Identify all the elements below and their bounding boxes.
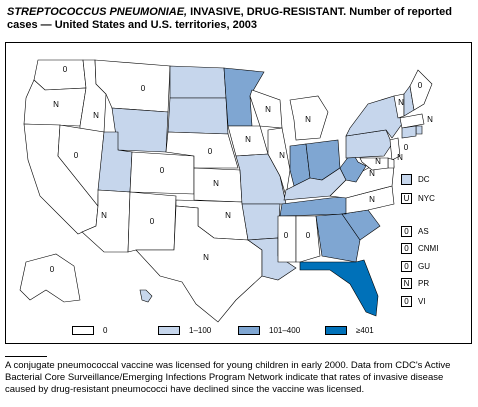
as-box: 0 — [401, 226, 412, 237]
state-value-az: N — [101, 211, 107, 220]
state-wy — [111, 107, 169, 153]
state-value-tx: N — [203, 253, 209, 262]
state-value-ks: N — [213, 179, 219, 188]
state-de — [387, 157, 395, 169]
state-ma — [399, 113, 425, 129]
state-nd — [169, 65, 227, 99]
legend-swatch-0 — [72, 326, 94, 335]
state-fl — [299, 259, 379, 317]
pr-box: N — [401, 278, 412, 289]
footnote: A conjugate pneumococcal vaccine was lic… — [5, 360, 451, 395]
as-label: AS — [418, 227, 429, 236]
state-value-ms: 0 — [284, 231, 289, 240]
state-ak — [19, 253, 81, 303]
state-value-ia: N — [245, 135, 251, 144]
nyc-box: U — [401, 193, 412, 204]
legend-label-2: 101–400 — [269, 326, 301, 335]
state-hi — [139, 289, 153, 303]
state-value-ak: 0 — [50, 265, 55, 274]
dc-label: DC — [418, 175, 430, 184]
state-al — [295, 215, 321, 263]
cnmi-label: CNMI — [418, 244, 439, 253]
state-ct — [401, 125, 417, 139]
vi-label: VI — [418, 297, 426, 306]
state-value-ok: N — [225, 211, 231, 220]
pr-label: PR — [418, 279, 430, 288]
state-value-wa: 0 — [63, 65, 68, 74]
state-value-ma: N — [427, 115, 433, 124]
state-value-me: 0 — [418, 81, 423, 90]
state-value-wi: N — [265, 105, 271, 114]
gu-label: GU — [418, 262, 430, 271]
state-value-nm: 0 — [150, 217, 155, 226]
map-title: STREPTOCOCCUS PNEUMONIAE, INVASIVE, DRUG… — [7, 6, 473, 32]
state-value-nc: N — [369, 195, 375, 204]
state-wi — [249, 89, 283, 129]
state-value-vt: N — [398, 98, 404, 107]
state-md — [359, 157, 389, 171]
state-value-or: N — [53, 100, 59, 109]
legend-label-1: 1–100 — [189, 326, 212, 335]
state-value-al: 0 — [306, 231, 311, 240]
state-ga — [315, 213, 361, 263]
cnmi-box: 0 — [401, 243, 412, 254]
state-value-mi: N — [305, 115, 311, 124]
state-nj — [389, 137, 401, 161]
state-value-ne: 0 — [208, 147, 213, 156]
state-value-va: N — [369, 169, 375, 178]
state-value-nv: 0 — [74, 151, 79, 160]
gu-box: 0 — [401, 261, 412, 272]
title-organism: STREPTOCOCCUS PNEUMONIAE, — [7, 6, 188, 18]
dc-box — [401, 174, 412, 185]
state-value-il: N — [279, 151, 285, 160]
legend-swatch-3 — [325, 326, 347, 335]
state-ar — [241, 203, 281, 241]
state-value-mt: 0 — [141, 84, 146, 93]
legend-swatch-1 — [158, 326, 180, 335]
legend-swatch-2 — [238, 326, 260, 335]
state-ri — [415, 125, 423, 135]
title-text: INVASIVE, DRUG-RESISTANT. Number of repo… — [7, 6, 452, 31]
state-value-nj: 0 — [404, 143, 409, 152]
state-value-de: N — [397, 153, 403, 162]
state-ny — [345, 95, 403, 139]
state-sd — [167, 97, 229, 135]
state-value-id: N — [93, 111, 99, 120]
state-wa — [33, 59, 87, 91]
state-value-md: N — [375, 157, 381, 166]
state-value-co: 0 — [160, 166, 165, 175]
footnote-rule — [5, 356, 47, 357]
legend-label-0: 0 — [103, 326, 108, 335]
state-me — [409, 69, 433, 111]
nyc-label: NYC — [418, 194, 435, 203]
state-mt — [94, 59, 171, 113]
legend-label-3: ≥401 — [356, 326, 374, 335]
map-frame — [5, 42, 472, 344]
vi-box: 0 — [401, 296, 412, 307]
state-mi — [289, 95, 329, 141]
